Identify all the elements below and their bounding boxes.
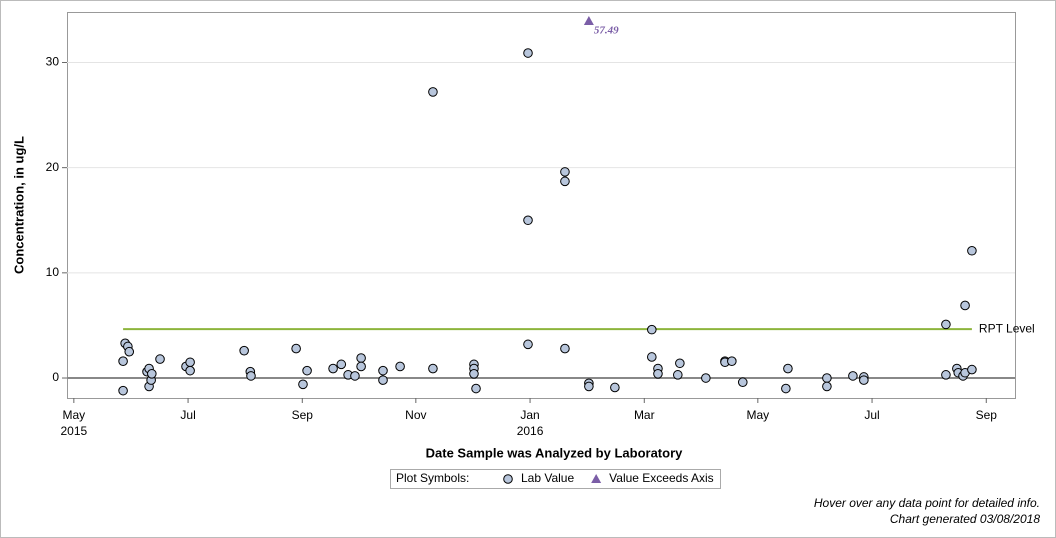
data-point <box>147 369 157 379</box>
legend-marker <box>591 474 602 483</box>
footnote: Hover over any data point for detailed i… <box>814 496 1040 510</box>
x-tick-label: Jul <box>864 408 879 422</box>
y-tick-label: 30 <box>46 55 60 69</box>
data-point <box>378 375 388 385</box>
data-point <box>783 363 793 374</box>
plot-frame <box>67 12 1016 399</box>
x-tick-label: May <box>63 408 86 422</box>
data-point <box>124 346 135 357</box>
data-point <box>523 215 533 226</box>
data-point <box>675 358 685 369</box>
data-point <box>848 371 858 381</box>
data-point <box>960 300 970 311</box>
data-point <box>185 357 195 368</box>
data-point <box>118 385 128 396</box>
value-label: 57.49 <box>594 25 619 37</box>
legend-label: Value Exceeds Axis <box>609 471 714 485</box>
data-point <box>647 352 657 362</box>
exceeds-marker <box>583 16 594 25</box>
x-tick-label: Jan <box>520 408 539 422</box>
x-tick-year: 2015 <box>60 424 87 438</box>
y-tick-label: 10 <box>46 265 60 279</box>
data-point <box>298 379 308 390</box>
legend-box <box>390 469 721 489</box>
legend-label: Lab Value <box>521 471 574 485</box>
data-point <box>941 319 951 330</box>
x-tick-year: 2016 <box>517 424 544 438</box>
data-point <box>967 245 977 256</box>
data-point <box>336 359 347 370</box>
data-point <box>302 365 312 376</box>
y-tick-label: 20 <box>46 160 60 174</box>
data-point <box>185 365 195 376</box>
data-point <box>523 48 533 58</box>
legend-title: Plot Symbols: <box>396 471 469 485</box>
data-point <box>727 356 737 366</box>
footnote: Chart generated 03/08/2018 <box>890 512 1040 526</box>
data-point <box>653 369 663 379</box>
data-point <box>328 363 338 374</box>
data-point <box>378 365 388 376</box>
reference-label: RPT Level <box>979 321 1035 335</box>
x-tick-label: May <box>746 408 769 422</box>
data-point <box>428 363 438 374</box>
data-point <box>859 375 869 385</box>
y-axis-label: Concentration, in ug/L <box>11 136 26 274</box>
data-point <box>647 324 657 335</box>
data-point <box>239 345 249 356</box>
x-tick-label: Sep <box>976 408 998 422</box>
x-tick-label: Sep <box>292 408 314 422</box>
data-point <box>560 167 570 177</box>
data-point <box>155 354 165 364</box>
data-point <box>610 382 620 393</box>
data-point <box>737 377 748 388</box>
data-point <box>469 369 479 379</box>
x-tick-label: Jul <box>180 408 195 422</box>
y-tick-label: 0 <box>52 370 59 384</box>
data-point <box>471 383 481 394</box>
data-point <box>291 343 301 354</box>
data-point <box>523 339 533 350</box>
data-point <box>356 353 366 363</box>
data-point <box>822 381 832 392</box>
x-axis-label: Date Sample was Analyzed by Laboratory <box>426 445 683 460</box>
data-point <box>350 371 360 381</box>
data-point <box>584 381 594 392</box>
data-point <box>118 356 128 366</box>
data-point <box>941 370 951 380</box>
data-point <box>246 371 256 381</box>
data-point <box>672 370 683 380</box>
data-point <box>822 373 832 383</box>
data-point <box>781 383 791 394</box>
data-point <box>356 361 366 372</box>
x-tick-label: Nov <box>405 408 426 422</box>
data-point <box>395 361 405 372</box>
data-point <box>560 343 570 354</box>
legend-marker <box>503 474 513 484</box>
data-point <box>967 364 977 375</box>
data-point <box>701 373 711 383</box>
x-tick-label: Mar <box>634 408 655 422</box>
data-point <box>428 87 438 97</box>
data-point <box>560 176 570 187</box>
